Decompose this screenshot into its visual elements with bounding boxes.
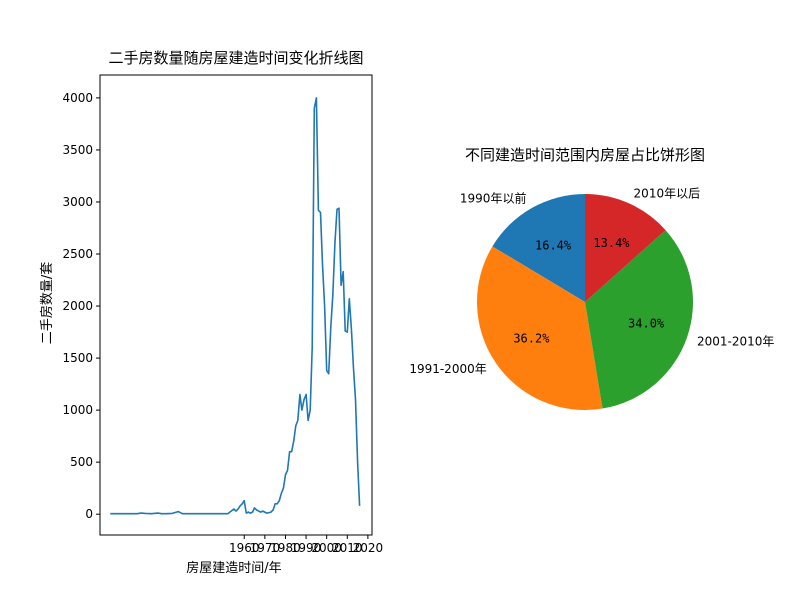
line-plot-area: [99, 74, 373, 536]
pie-percent-label: 13.4%: [593, 236, 630, 250]
pie-category-label: 2010年以后: [634, 187, 701, 201]
pie-chart: 不同建造时间范围内房屋占比饼形图 16.4% 1990年以前 36.2% 1991-2…: [409, 146, 774, 410]
line-plot-frame: [99, 74, 373, 536]
line-chart-title: 二手房数量随房屋建造时间变化折线图: [108, 49, 363, 67]
x-tick-label: 2010: [332, 541, 363, 555]
line-series-0: [110, 97, 361, 515]
y-tick-label: 1500: [62, 351, 93, 365]
pie-percent-label: 16.4%: [535, 239, 572, 253]
pie-category-label: 2001-2010年: [697, 335, 774, 349]
y-tick-label: 4000: [62, 91, 93, 105]
pie-slice: [585, 230, 693, 409]
pie-category-label: 1991-2000年: [409, 362, 486, 376]
y-tick-label: 2500: [62, 247, 93, 261]
pie-labels: 16.4% 1990年以前 36.2% 1991-2000年 34.0% 2001-201…: [409, 187, 774, 376]
y-tick-label: 3000: [62, 195, 93, 209]
pie-slice: [492, 194, 585, 302]
pie-percent-label: 36.2%: [513, 331, 550, 345]
pie-category-label: 1990年以前: [460, 191, 527, 206]
y-tick-label: 1000: [62, 403, 93, 417]
x-tick-label: 2000: [311, 541, 342, 555]
pie-slice: [585, 194, 666, 302]
y-tick-label: 2000: [62, 299, 93, 313]
pie-chart-title: 不同建造时间范围内房屋占比饼形图: [465, 146, 705, 164]
y-tick-label: 0: [85, 507, 93, 521]
x-tick-label: 2020: [353, 541, 384, 555]
x-tick-label: 1980: [270, 541, 301, 555]
line-chart: 二手房数量随房屋建造时间变化折线图 1960197019801990200020…: [39, 49, 383, 576]
x-tick-label: 1970: [250, 541, 281, 555]
y-tick-label: 500: [70, 455, 93, 469]
x-tick-label: 1990: [291, 541, 322, 555]
line-y-ticks: 0 500 1000 1500 2000 2500 3000 3500 4000: [62, 91, 100, 521]
pie-slice: [477, 246, 603, 410]
x-tick-label: 1960: [229, 541, 260, 555]
pie-slices: [477, 194, 693, 410]
pie-percent-label: 34.0%: [628, 317, 665, 331]
line-x-axis-label: 房屋建造时间/年: [186, 560, 281, 576]
line-y-axis-label: 二手房数量/套: [39, 262, 55, 344]
y-tick-label: 3500: [62, 143, 93, 157]
